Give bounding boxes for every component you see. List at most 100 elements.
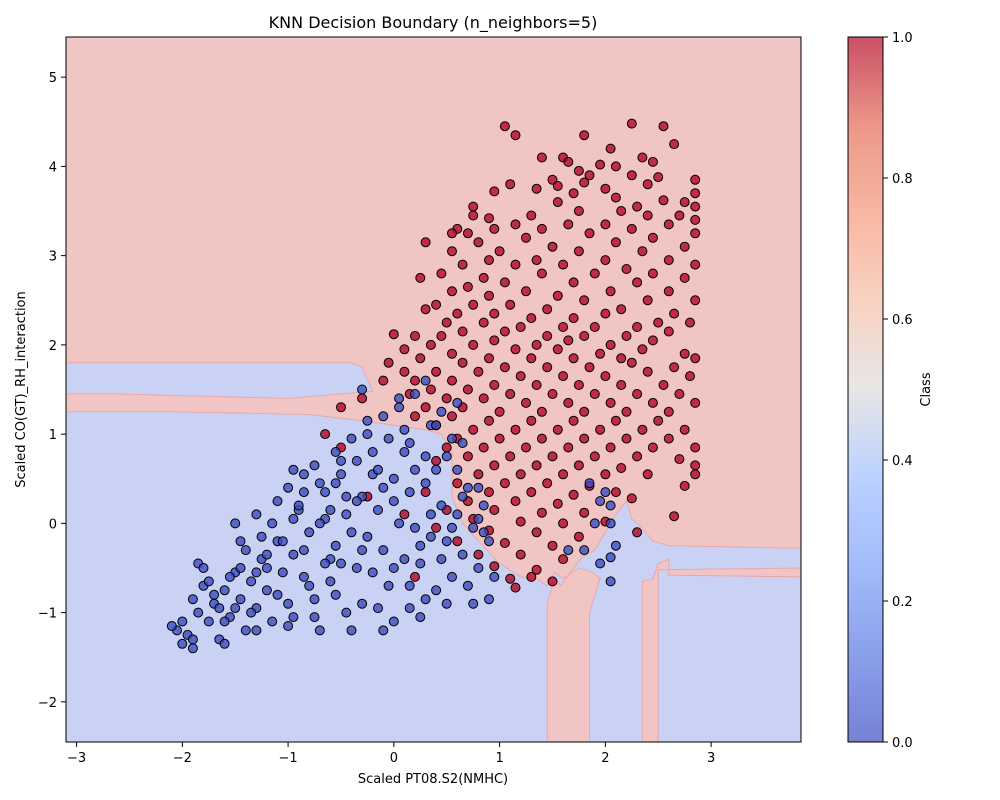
colorbar-tick-label-3: 0.6: [892, 313, 913, 328]
class1-point-131: [468, 339, 479, 350]
class0-point-42: [330, 589, 341, 600]
class1-point-159: [685, 371, 695, 382]
class0-point-73: [219, 638, 230, 649]
x-tick-label--2: −2: [173, 751, 192, 766]
class1-point-13: [610, 161, 621, 172]
class1-point-192: [447, 411, 457, 422]
class0-point-72: [489, 571, 500, 582]
class1-point-130: [425, 339, 436, 350]
class1-point-23: [642, 179, 653, 190]
class0-point-50: [373, 505, 383, 515]
class1-point-55: [584, 228, 595, 239]
class1-point-24: [600, 183, 611, 194]
class1-point-83: [499, 277, 510, 288]
class1-point-27: [690, 188, 701, 199]
class1-point-161: [447, 375, 457, 386]
class0-point-61: [431, 464, 442, 475]
class0-point-43: [336, 455, 346, 466]
class0-point-91: [267, 518, 278, 529]
y-tick-label--1: −1: [38, 607, 57, 622]
class1-point-133: [552, 344, 563, 355]
class1-point-3: [626, 118, 637, 129]
class0-point-54: [394, 402, 405, 413]
class0-point-66: [457, 438, 468, 448]
class0-point-78: [378, 625, 389, 636]
class0-point-176: [388, 563, 399, 573]
class1-point-256: [536, 507, 547, 518]
class1-point-152: [399, 366, 410, 377]
colorbar-tick-label-0: 0.0: [892, 736, 913, 751]
class1-point-123: [436, 331, 447, 341]
class0-point-131: [293, 500, 304, 511]
class0-point-74: [251, 625, 262, 636]
class1-point-22: [552, 181, 563, 191]
class1-point-163: [531, 380, 542, 390]
class0-point-1: [595, 558, 606, 569]
class1-point-196: [610, 415, 621, 426]
class1-point-206: [320, 429, 331, 440]
class1-point-117: [499, 326, 510, 337]
class1-point-255: [489, 505, 500, 515]
class1-point-34: [552, 197, 563, 208]
class1-point-89: [552, 290, 563, 301]
class1-point-20: [579, 177, 590, 188]
class1-point-134: [595, 348, 606, 359]
class1-point-233: [473, 469, 484, 480]
class0-point-179: [473, 482, 484, 493]
class1-point-139: [484, 353, 494, 364]
x-axis-label: Scaled PT08.S2(NMHC): [358, 772, 508, 787]
class0-point-88: [447, 433, 457, 444]
class0-point-125: [314, 518, 325, 529]
class1-point-38: [526, 210, 537, 221]
class0-point-81: [230, 603, 241, 614]
class1-point-212: [663, 433, 674, 444]
x-tick-label--3: −3: [67, 751, 86, 766]
class0-point-75: [283, 621, 294, 631]
class0-point-156: [431, 585, 442, 596]
class1-point-236: [600, 469, 611, 480]
class1-point-223: [547, 451, 558, 462]
class0-point-0: [605, 576, 616, 587]
class1-point-203: [595, 424, 606, 435]
class1-point-119: [579, 331, 590, 341]
class1-point-239: [452, 478, 463, 489]
class0-point-135: [431, 420, 442, 431]
class1-point-238: [690, 469, 701, 480]
class0-point-173: [452, 509, 463, 520]
y-tick-label-0: 0: [49, 517, 57, 532]
class1-point-171: [547, 389, 558, 399]
class0-point-133: [373, 464, 383, 475]
class1-point-53: [690, 228, 701, 239]
class1-point-147: [499, 362, 510, 373]
class1-point-125: [531, 339, 542, 350]
class1-point-164: [573, 380, 584, 390]
class1-point-33: [468, 201, 479, 212]
class1-point-54: [462, 228, 473, 239]
class0-point-62: [436, 500, 447, 511]
class1-point-113: [589, 322, 600, 332]
class0-point-164: [298, 469, 309, 480]
class1-point-103: [489, 308, 500, 319]
class0-point-122: [484, 594, 494, 605]
class0-point-105: [468, 598, 479, 609]
class1-point-156: [558, 371, 569, 382]
class0-point-67: [462, 482, 473, 493]
class1-point-154: [473, 366, 484, 377]
class1-point-114: [632, 322, 643, 332]
class1-point-82: [462, 281, 473, 292]
class0-point-144: [473, 513, 484, 524]
class0-point-168: [420, 375, 431, 386]
class1-point-140: [526, 353, 537, 364]
class1-point-97: [468, 299, 479, 310]
class0-point-145: [383, 433, 394, 444]
class1-point-208: [494, 433, 505, 444]
class0-point-18: [203, 616, 214, 627]
class1-point-56: [647, 232, 658, 243]
class1-point-269: [452, 536, 463, 547]
class0-point-11: [584, 478, 595, 489]
class1-point-2: [579, 130, 590, 141]
plot-frame: [65, 36, 802, 743]
class1-point-221: [462, 451, 473, 462]
class1-point-187: [579, 406, 590, 417]
class1-point-225: [632, 451, 643, 462]
